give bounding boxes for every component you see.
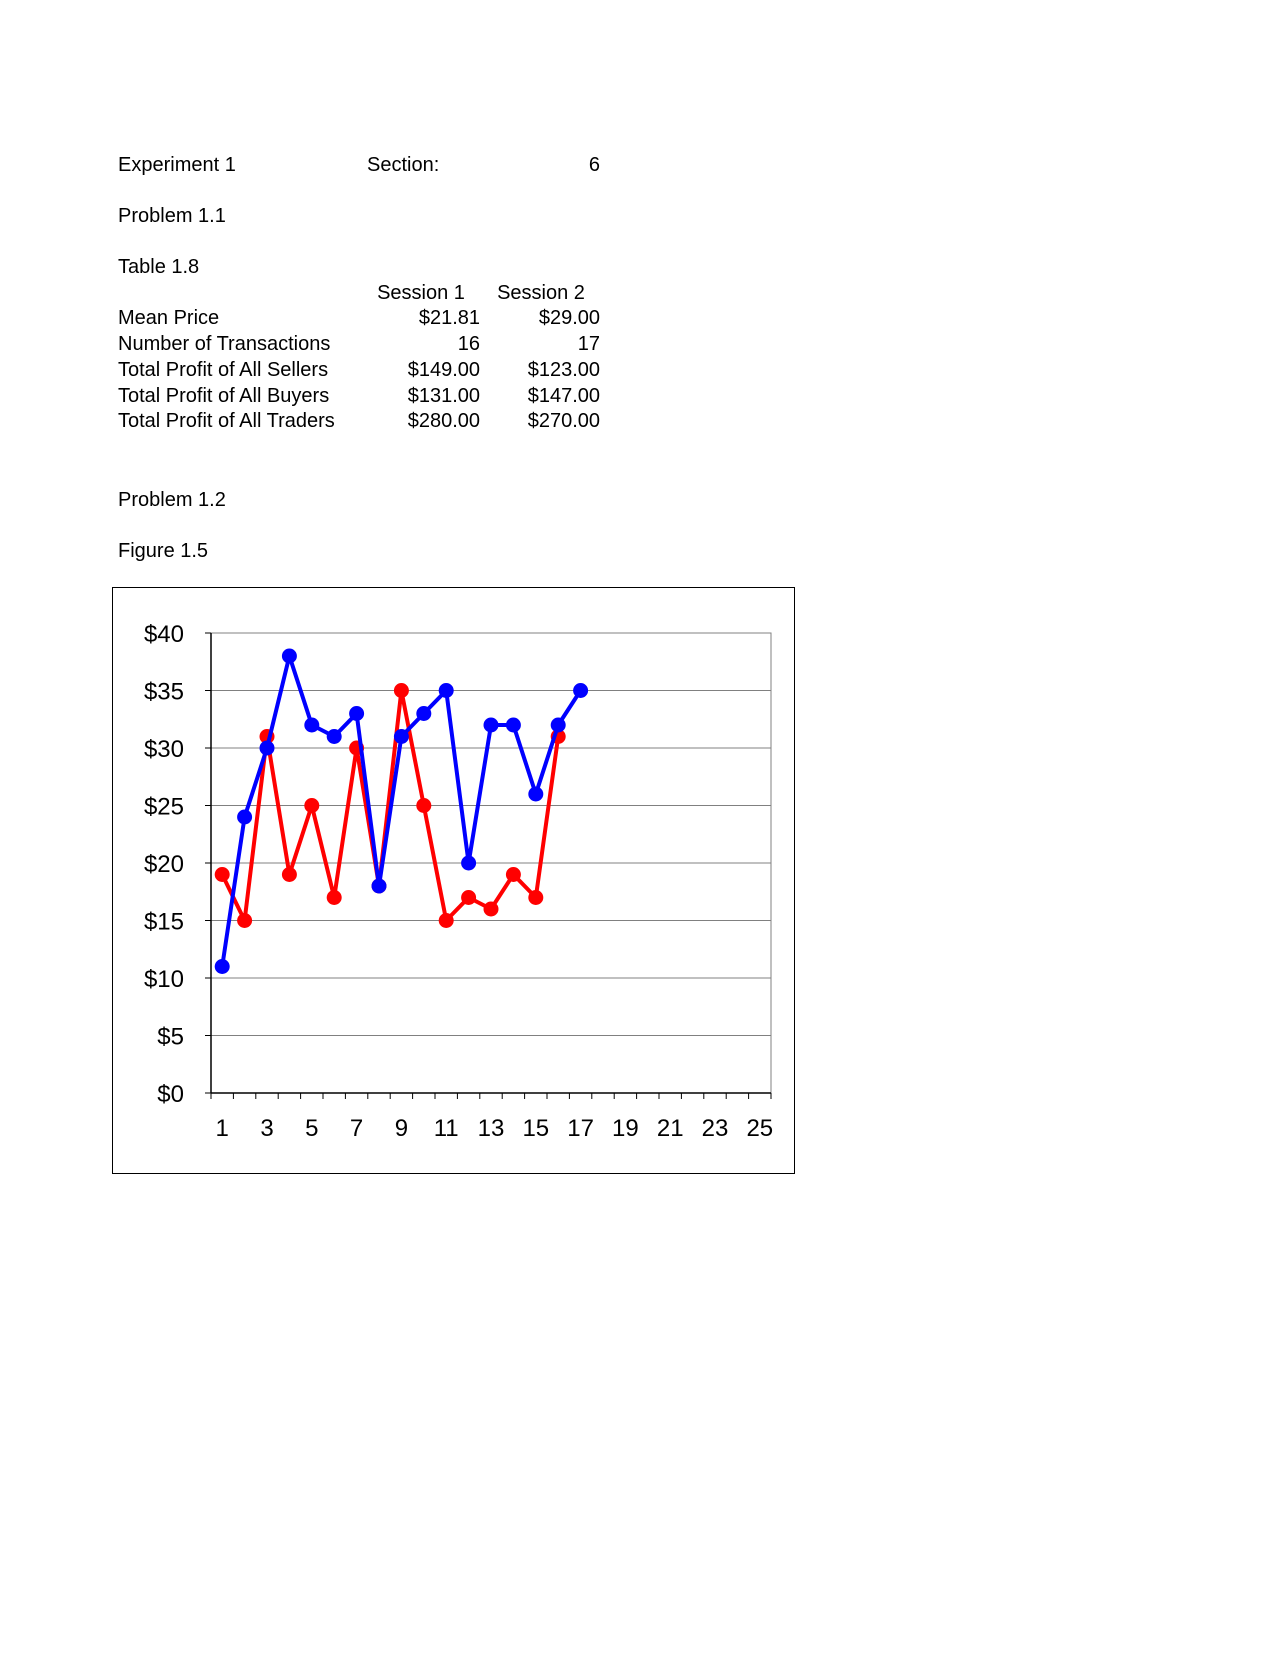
x-tick-label: 5 — [305, 1115, 318, 1142]
experiment-label: Experiment 1 — [118, 154, 236, 176]
row-value: $131.00 — [407, 385, 480, 407]
data-point — [349, 706, 365, 721]
figure-title: Figure 1.5 — [118, 540, 209, 562]
x-tick-label: 3 — [260, 1115, 273, 1142]
series-2 — [214, 648, 589, 974]
x-tick-label: 17 — [567, 1115, 594, 1142]
data-point — [505, 717, 521, 733]
y-tick-label: $20 — [144, 851, 184, 878]
row-value: 16 — [457, 333, 480, 355]
x-tick-label: 13 — [478, 1115, 505, 1142]
y-tick-label: $40 — [144, 621, 184, 648]
x-tick-label: 25 — [746, 1115, 773, 1142]
data-point — [461, 890, 477, 905]
row-value: $29.00 — [538, 307, 600, 329]
series-line — [220, 688, 561, 923]
problem-1-2-title: Problem 1.2 — [118, 489, 226, 511]
row-value: $147.00 — [527, 385, 600, 407]
data-point — [438, 913, 454, 928]
data-point — [528, 890, 544, 905]
row-value: $149.00 — [407, 359, 480, 381]
figure-frame: $0 $5 $10 $15 $20 $25 $30 $35 $40 1 3 5 7 9 11 13 15 17 1… — [112, 587, 795, 1174]
section-label: Section: — [367, 154, 440, 176]
data-point — [393, 683, 409, 698]
row-value: $21.81 — [418, 307, 480, 329]
table-title: Table 1.8 — [118, 256, 200, 278]
data-point — [214, 867, 230, 882]
row-label: Total Profit of All Buyers — [118, 385, 330, 407]
data-point — [304, 798, 320, 813]
section-value: 6 — [588, 154, 600, 176]
row-label: Number of Transactions — [118, 333, 331, 355]
x-tick-label: 23 — [702, 1115, 729, 1142]
column-header: Session 1 — [377, 282, 465, 304]
data-point — [416, 706, 432, 721]
data-point — [483, 717, 499, 733]
row-label: Mean Price — [118, 307, 220, 329]
data-point — [237, 809, 253, 825]
x-tick-label: 15 — [522, 1115, 549, 1142]
data-point — [259, 740, 275, 756]
data-point — [214, 959, 230, 974]
row-label: Total Profit of All Sellers — [118, 359, 329, 381]
data-point — [326, 890, 342, 905]
data-point — [281, 867, 297, 882]
x-tick-label: 1 — [216, 1115, 229, 1142]
x-tick-label: 19 — [612, 1115, 639, 1142]
data-point — [393, 729, 409, 744]
data-point — [505, 867, 521, 882]
y-tick-label: $30 — [144, 736, 184, 763]
data-point — [281, 648, 297, 664]
data-point — [528, 786, 544, 802]
x-tick-label: 7 — [350, 1115, 363, 1142]
y-tick-label: $25 — [144, 794, 184, 821]
data-point — [304, 717, 320, 733]
row-value: $280.00 — [407, 410, 480, 432]
row-value: $270.00 — [527, 410, 600, 432]
y-tick-label: $0 — [157, 1081, 184, 1108]
column-header: Session 2 — [497, 282, 585, 304]
x-tick-label: 9 — [395, 1115, 408, 1142]
x-tick-label: 11 — [434, 1115, 459, 1142]
data-point — [237, 913, 253, 928]
row-value: $123.00 — [527, 359, 600, 381]
y-tick-label: $5 — [157, 1024, 184, 1051]
row-label: Total Profit of All Traders — [118, 410, 335, 432]
data-point — [550, 717, 566, 733]
y-tick-label: $35 — [144, 679, 184, 706]
data-point — [326, 729, 342, 744]
data-point — [438, 683, 454, 698]
data-point — [461, 855, 477, 871]
y-tick-label: $10 — [144, 966, 184, 993]
row-value: 17 — [577, 333, 600, 355]
x-tick-label: 21 — [657, 1115, 684, 1142]
y-tick-label: $15 — [144, 909, 184, 936]
price-chart: $0$5$10$15$20$25$30$35$40 1 3 5 7 9 11 13 15 17 1… — [144, 621, 773, 1142]
data-point — [483, 901, 499, 917]
data-point — [416, 798, 432, 813]
data-point — [573, 683, 589, 698]
data-point — [371, 878, 387, 894]
problem-1-1-title: Problem 1.1 — [118, 205, 226, 227]
